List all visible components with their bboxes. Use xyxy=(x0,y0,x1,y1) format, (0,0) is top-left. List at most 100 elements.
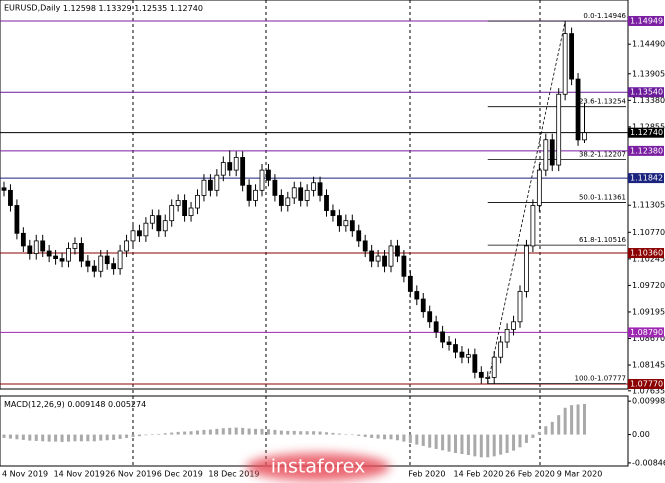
macd-bar xyxy=(479,434,483,458)
candle-body xyxy=(575,78,581,141)
fib-label: 50.0-1.11361 xyxy=(579,193,626,201)
macd-bar xyxy=(125,434,129,438)
y-tick-label: 0.00 xyxy=(632,430,650,439)
fib-trendline xyxy=(487,21,566,384)
x-tick-label: 26 Feb 2020 xyxy=(505,470,555,479)
x-tick-label: Feb 2020 xyxy=(408,470,445,479)
candle-body xyxy=(427,311,433,323)
macd-bar xyxy=(189,431,193,435)
candle-body xyxy=(188,207,194,217)
macd-bar xyxy=(34,434,38,441)
candle-body xyxy=(14,205,20,234)
y-tick-label: 1.09720 xyxy=(632,281,665,290)
macd-bar xyxy=(325,432,328,435)
watermark: instaforex xyxy=(271,456,366,478)
level-label: 1.12380 xyxy=(630,146,663,155)
macd-bar xyxy=(505,434,509,453)
candle-body xyxy=(375,255,381,262)
candle-body xyxy=(517,291,523,323)
candle-body xyxy=(117,250,123,270)
candle-body xyxy=(79,243,84,262)
macd-bar xyxy=(499,434,503,455)
macd-bar xyxy=(79,434,83,442)
candle-body xyxy=(20,232,26,247)
macd-bar xyxy=(518,434,522,448)
candle-body xyxy=(53,255,58,259)
ohlc-value: 1.12598 xyxy=(63,4,96,13)
macd-bar xyxy=(241,427,245,435)
macd-bar xyxy=(266,429,270,435)
macd-bar xyxy=(557,415,561,435)
candle-body xyxy=(362,240,368,252)
y-tick-label: 1.11305 xyxy=(632,201,665,210)
candle-body xyxy=(511,321,516,330)
candle-body xyxy=(59,258,65,262)
level-label-box xyxy=(628,248,664,259)
macd-bar xyxy=(273,429,277,435)
candle-body xyxy=(124,240,129,252)
symbol-title: EURUSD,Daily 1.12598 1.13329 1.12535 1.1… xyxy=(4,4,203,13)
candle-body xyxy=(272,179,278,196)
candle-body xyxy=(259,169,265,191)
level-label-box xyxy=(628,327,664,338)
macd-bar xyxy=(99,434,103,441)
macd-bar xyxy=(286,430,290,435)
candle-body xyxy=(227,162,233,171)
level-label-box xyxy=(628,378,664,389)
candle-body xyxy=(246,184,252,201)
candle-body xyxy=(195,194,200,209)
macd-bar xyxy=(112,434,116,440)
macd-bar xyxy=(260,428,264,435)
macd-bar xyxy=(447,434,451,452)
candle-body xyxy=(220,162,226,176)
content: 1.14490 1.13905 1.13380 1.12855 1.11305 1.107… xyxy=(0,12,665,479)
candle-body xyxy=(465,354,471,358)
macd-bar xyxy=(421,434,425,446)
macd-bar xyxy=(544,426,548,435)
candle-body xyxy=(414,291,420,300)
candle-body xyxy=(214,174,220,191)
level-label: 1.07770 xyxy=(630,379,663,388)
macd-bar xyxy=(221,428,225,435)
y-tick-label: 1.13380 xyxy=(632,96,665,105)
macd-bar xyxy=(67,434,70,442)
macd-bar xyxy=(454,434,457,453)
macd-bar xyxy=(254,428,258,435)
x-tick-label: 4 Nov 2019 xyxy=(2,470,48,479)
macd-bar xyxy=(370,434,374,438)
candle-body xyxy=(382,255,387,267)
level-label-box xyxy=(628,127,664,138)
macd-bar xyxy=(512,434,516,451)
macd-bar xyxy=(47,434,51,442)
macd-bar xyxy=(163,433,167,435)
macd-bar xyxy=(389,434,393,440)
candle-body xyxy=(175,200,181,206)
level-label: 1.11842 xyxy=(630,174,663,183)
candle-body xyxy=(27,245,33,254)
x-tick-label: 6 Dec 2019 xyxy=(157,470,203,479)
macd-bar xyxy=(41,434,45,442)
candle-body xyxy=(556,93,562,166)
level-label: 1.12740 xyxy=(630,128,663,137)
macd-bar xyxy=(157,433,161,435)
macd-bar xyxy=(550,421,554,435)
y-tick-label: 1.08145 xyxy=(632,361,665,370)
macd-bar xyxy=(524,434,528,443)
candle-body xyxy=(582,132,587,141)
macd-bar xyxy=(395,434,399,441)
candle-body xyxy=(253,189,258,201)
macd-bar xyxy=(305,431,309,435)
macd-signal: 0.005274 xyxy=(108,400,146,409)
level-label-box xyxy=(628,173,664,184)
candle-body xyxy=(8,189,13,206)
y-tick-label: -0.008465 xyxy=(632,458,665,467)
macd-bar xyxy=(376,434,380,439)
macd-bar xyxy=(137,434,141,437)
macd-bar xyxy=(54,434,58,442)
macd-bar xyxy=(415,434,419,445)
macd-bar xyxy=(350,434,354,436)
candle-body xyxy=(111,263,117,270)
macd-bar xyxy=(21,434,25,440)
candle-body xyxy=(201,179,207,196)
